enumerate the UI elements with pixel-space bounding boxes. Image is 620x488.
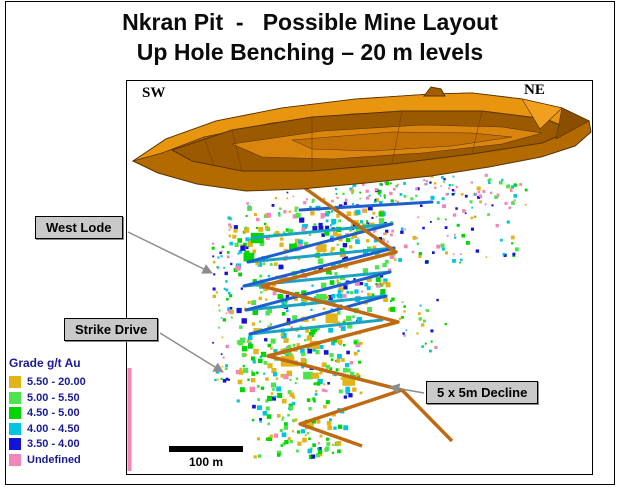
legend-swatch [9,376,21,388]
callout-west-lode: West Lode [35,216,123,239]
callout-decline: 5 x 5m Decline [426,381,539,404]
grade-legend: Grade g/t Au 5.50 - 20.00 5.00 - 5.50 4.50… [9,356,125,469]
direction-label-ne: NE [524,82,545,98]
scale-bar-rule [169,446,243,452]
scale-bar-label: 100 m [188,455,224,469]
legend-item: 4.50 - 5.00 [9,407,125,419]
legend-item: 5.00 - 5.50 [9,391,125,404]
legend-item: Undefined [9,453,125,466]
callout-decline-label: 5 x 5m Decline [437,385,528,400]
legend-label: 3.50 - 4.00 [27,438,80,450]
legend-swatch [9,422,21,435]
callout-strike-drive: Strike Drive [64,318,159,341]
legend-swatch [9,438,21,450]
direction-label-sw: SW [142,85,166,101]
legend-swatch [9,391,21,404]
legend-label: 5.50 - 20.00 [27,376,86,388]
legend-item: 3.50 - 4.00 [9,438,125,450]
legend-swatch [9,453,21,466]
legend-label: 5.00 - 5.50 [27,391,80,404]
legend-swatch [9,407,21,419]
legend-item: 5.50 - 20.00 [9,376,125,388]
callout-strike-drive-label: Strike Drive [75,322,148,337]
slide-border [5,1,615,485]
title-line-1: Nkran Pit - Possible Mine Layout [122,9,498,35]
legend-title: Grade g/t Au [9,356,81,370]
plot-frame [126,80,593,475]
scale-bar: 100 m [167,446,245,469]
legend-label: Undefined [27,453,81,466]
callout-west-lode-label: West Lode [46,220,112,235]
page-title: Nkran Pit - Possible Mine Layout Up Hole… [0,8,620,68]
legend-items: 5.50 - 20.00 5.00 - 5.50 4.50 - 5.00 4.00 -… [9,376,125,466]
title-line-2: Up Hole Benching – 20 m levels [136,38,484,65]
legend-item: 4.00 - 4.50 [9,422,125,435]
legend-label: 4.50 - 5.00 [27,407,80,419]
legend-label: 4.00 - 4.50 [27,422,80,435]
